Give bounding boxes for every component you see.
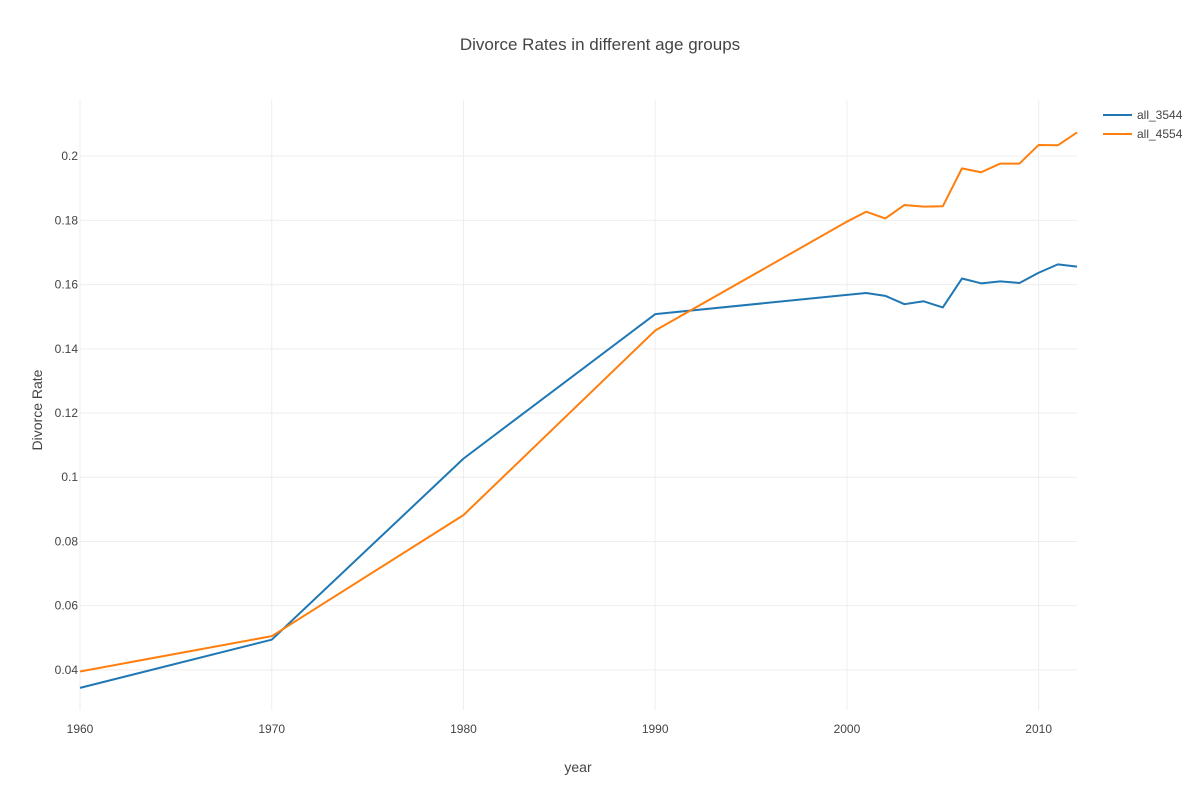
y-tick-label: 0.1 — [61, 470, 78, 484]
legend[interactable]: all_3544 all_4554 — [1103, 108, 1183, 141]
x-tick-label: 2010 — [1025, 722, 1052, 736]
y-tick-label: 0.06 — [55, 599, 79, 613]
chart-title: Divorce Rates in different age groups — [460, 35, 740, 54]
y-tick-label: 0.2 — [61, 149, 78, 163]
x-tick-label: 1960 — [67, 722, 94, 736]
x-tick-label: 1980 — [450, 722, 477, 736]
y-axis-label: Divorce Rate — [29, 369, 45, 450]
y-tick-label: 0.18 — [55, 213, 79, 227]
x-axis-label: year — [564, 759, 592, 775]
y-tick-label: 0.08 — [55, 534, 79, 548]
x-tick-label: 1990 — [642, 722, 669, 736]
series-line-all_4554[interactable] — [79, 131, 1078, 673]
gridlines — [79, 100, 1077, 710]
y-tick-label: 0.04 — [55, 663, 79, 677]
legend-label: all_4554 — [1137, 127, 1183, 141]
legend-label: all_3544 — [1137, 108, 1183, 122]
x-axis-ticks: 1960 1970 1980 1990 2000 2010 — [67, 722, 1053, 736]
y-axis-ticks: 0.04 0.06 0.08 0.1 0.12 0.14 0.16 0.18 0.2 — [55, 149, 79, 677]
legend-item-all_4554[interactable]: all_4554 — [1103, 127, 1183, 141]
y-tick-label: 0.12 — [55, 406, 79, 420]
series-line-all_3544[interactable] — [79, 263, 1078, 689]
x-tick-label: 1970 — [258, 722, 285, 736]
legend-item-all_3544[interactable]: all_3544 — [1103, 108, 1183, 122]
y-tick-label: 0.16 — [55, 278, 79, 292]
x-tick-label: 2000 — [834, 722, 861, 736]
plot-area — [79, 131, 1078, 689]
y-tick-label: 0.14 — [55, 342, 79, 356]
